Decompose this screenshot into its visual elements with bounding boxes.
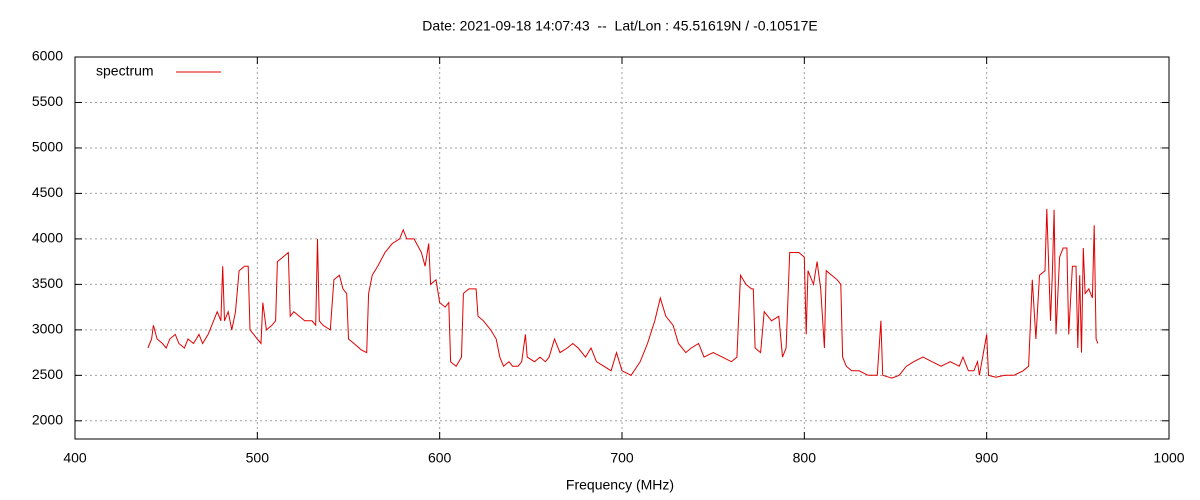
x-tick-label: 1000 bbox=[1153, 450, 1184, 466]
chart-title: Date: 2021-09-18 14:07:43 -- Lat/Lon : 4… bbox=[422, 18, 817, 34]
x-axis-label: Frequency (MHz) bbox=[566, 477, 674, 493]
legend-label: spectrum bbox=[96, 63, 154, 79]
x-tick-label: 800 bbox=[793, 450, 817, 466]
y-tick-label: 6000 bbox=[32, 48, 63, 64]
y-tick-label: 5000 bbox=[32, 139, 63, 155]
plot-frame bbox=[74, 56, 1170, 440]
y-tick-label: 2000 bbox=[32, 412, 63, 428]
y-tick-label: 5500 bbox=[32, 93, 63, 109]
y-tick-label: 4500 bbox=[32, 184, 63, 200]
x-tick-label: 900 bbox=[975, 450, 999, 466]
x-tick-label: 600 bbox=[428, 450, 452, 466]
y-tick-label: 4000 bbox=[32, 230, 63, 246]
y-tick-label: 3500 bbox=[32, 275, 63, 291]
x-tick-label: 700 bbox=[610, 450, 634, 466]
x-tick-label: 500 bbox=[246, 450, 270, 466]
y-tick-label: 2500 bbox=[32, 366, 63, 382]
y-tick-label: 3000 bbox=[32, 321, 63, 337]
x-tick-label: 400 bbox=[63, 450, 87, 466]
spectrum-line bbox=[147, 208, 1099, 379]
